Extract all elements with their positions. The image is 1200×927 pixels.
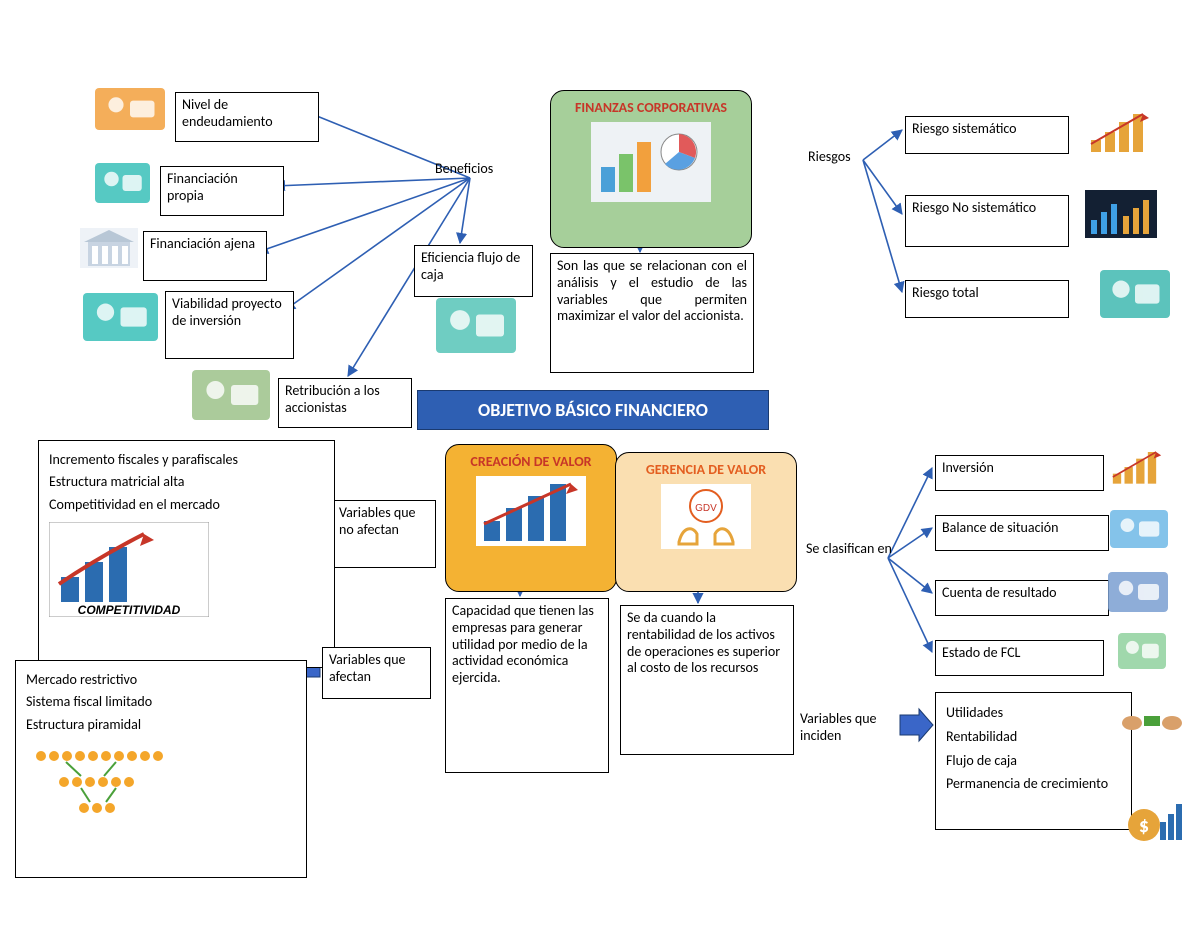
clipart-candles: [1118, 633, 1166, 669]
creacion-description-text: Capacidad que tienen las empresas para g…: [452, 602, 594, 686]
svg-text:GDV: GDV: [695, 503, 717, 514]
node-financiacion-propia: Financiación propia: [160, 166, 284, 216]
clipart-money: [1108, 572, 1168, 612]
clipart-sheet: [1110, 510, 1168, 548]
node-viabilidad: Viabilidad proyecto de inversión: [165, 291, 294, 359]
line: Mercado restrictivo: [26, 669, 296, 691]
clipart-cash: [192, 370, 270, 420]
vno-text: Variables que no afectan: [339, 504, 416, 538]
clipart-piecard: [95, 163, 150, 203]
node-nivel-text: Nivel de endeudamiento: [182, 96, 273, 130]
node-eficiencia: Eficiencia flujo de caja: [414, 245, 533, 297]
card-gerencia-valor: GERENCIA DE VALOR GDV: [615, 452, 797, 592]
r1-text: Riesgo No sistemático: [912, 199, 1036, 216]
creacion-image: [476, 476, 586, 546]
node-financiacion-ajena: Financiación ajena: [143, 231, 267, 281]
node-retribucion-text: Retribución a los accionistas: [285, 382, 380, 416]
line: Utilidades: [946, 701, 1121, 725]
panel-variables-inciden: UtilidadesRentabilidadFlujo de cajaPerma…: [935, 692, 1132, 830]
clasifican-label: Se clasifican en: [806, 540, 896, 557]
beneficios-label: Beneficios: [435, 160, 493, 177]
node-finpropia-text: Financiación propia: [167, 170, 238, 204]
clipart-darkchart: [1085, 190, 1157, 238]
clasifican-text: Se clasifican en: [806, 540, 892, 557]
line: Sistema fiscal limitado: [26, 691, 296, 713]
diagram-stage: OBJETIVO BÁSICO FINANCIERO FINANZAS CORP…: [0, 0, 1200, 927]
pyramid-image: [26, 742, 176, 822]
card-creacion-valor: CREACIÓN DE VALOR: [445, 444, 617, 592]
svg-text:COMPETITIVIDAD: COMPETITIVIDAD: [78, 603, 181, 617]
finanzas-image: [591, 122, 711, 202]
node-riesgo-sistematico: Riesgo sistemático: [905, 116, 1069, 154]
finanzas-description-text: Son las que se relacionan con el análisi…: [557, 257, 747, 324]
gerencia-image: GDV: [661, 484, 751, 549]
node-riesgo-total: Riesgo total: [905, 280, 1069, 318]
c3-text: Estado de FCL: [942, 644, 1020, 661]
line: Estructura piramidal: [26, 714, 296, 736]
central-banner-text: OBJETIVO BÁSICO FINANCIERO: [478, 399, 708, 421]
creacion-description: Capacidad que tienen las empresas para g…: [445, 598, 609, 773]
variables-inciden-label: Variables que inciden: [800, 710, 900, 744]
node-cuenta-resultado: Cuenta de resultado: [935, 580, 1109, 616]
central-banner: OBJETIVO BÁSICO FINANCIERO: [417, 390, 769, 430]
node-retribucion: Retribución a los accionistas: [278, 378, 412, 428]
node-estado-fcl: Estado de FCL: [935, 640, 1104, 676]
clipart-growth: [1107, 447, 1167, 487]
line: Permanencia de crecimiento: [946, 772, 1121, 796]
clipart-icons: [95, 88, 165, 130]
card-finanzas-corporativas: FINANZAS CORPORATIVAS: [550, 90, 752, 248]
node-eficiencia-text: Eficiencia flujo de caja: [421, 249, 520, 283]
node-riesgo-no-sistematico: Riesgo No sistemático: [905, 195, 1069, 247]
finanzas-description: Son las que se relacionan con el análisi…: [550, 253, 754, 373]
panel-variables-afectan: Mercado restrictivoSistema fiscal limita…: [15, 660, 307, 878]
clipart-people: [83, 293, 158, 341]
line: Flujo de caja: [946, 749, 1121, 773]
line: Estructura matricial alta: [49, 471, 324, 493]
node-finajena-text: Financiación ajena: [150, 235, 255, 252]
node-variables-afectan: Variables que afectan: [322, 647, 431, 699]
clipart-hands: [1122, 702, 1182, 744]
c0-text: Inversión: [942, 459, 994, 476]
vinc-text: Variables que inciden: [800, 710, 877, 744]
node-variables-no-afectan: Variables que no afectan: [332, 500, 436, 568]
node-viabilidad-text: Viabilidad proyecto de inversión: [172, 295, 282, 329]
node-nivel-endeudamiento: Nivel de endeudamiento: [175, 92, 319, 142]
clipart-goldchart: [1085, 108, 1155, 156]
card-finanzas-title: FINANZAS CORPORATIVAS: [561, 99, 741, 116]
gerencia-description: Se da cuando la rentabilidad de los acti…: [620, 605, 794, 755]
node-inversion: Inversión: [935, 455, 1104, 491]
competitividad-image: COMPETITIVIDAD: [49, 522, 209, 617]
clipart-building: [80, 228, 138, 268]
node-balance: Balance de situación: [935, 515, 1109, 551]
svg-text:$: $: [1139, 814, 1149, 838]
card-creacion-title: CREACIÓN DE VALOR: [456, 453, 606, 470]
clipart-teal: [1100, 270, 1170, 318]
c1-text: Balance de situación: [942, 519, 1058, 536]
clipart-dollar: $: [1124, 790, 1186, 845]
card-gerencia-title: GERENCIA DE VALOR: [626, 461, 786, 478]
gerencia-description-text: Se da cuando la rentabilidad de los acti…: [627, 609, 780, 676]
panel-variables-no-afectan: Incremento fiscales y parafiscalesEstruc…: [38, 440, 335, 668]
r2-text: Riesgo total: [912, 284, 979, 301]
c2-text: Cuenta de resultado: [942, 584, 1057, 601]
r0-text: Riesgo sistemático: [912, 120, 1017, 137]
clipart-flow: [436, 298, 516, 353]
line: Competitividad en el mercado: [49, 494, 324, 516]
vsi-text: Variables que afectan: [329, 651, 406, 685]
line: Incremento fiscales y parafiscales: [49, 449, 324, 471]
riesgos-label: Riesgos: [808, 148, 851, 165]
line: Rentabilidad: [946, 725, 1121, 749]
